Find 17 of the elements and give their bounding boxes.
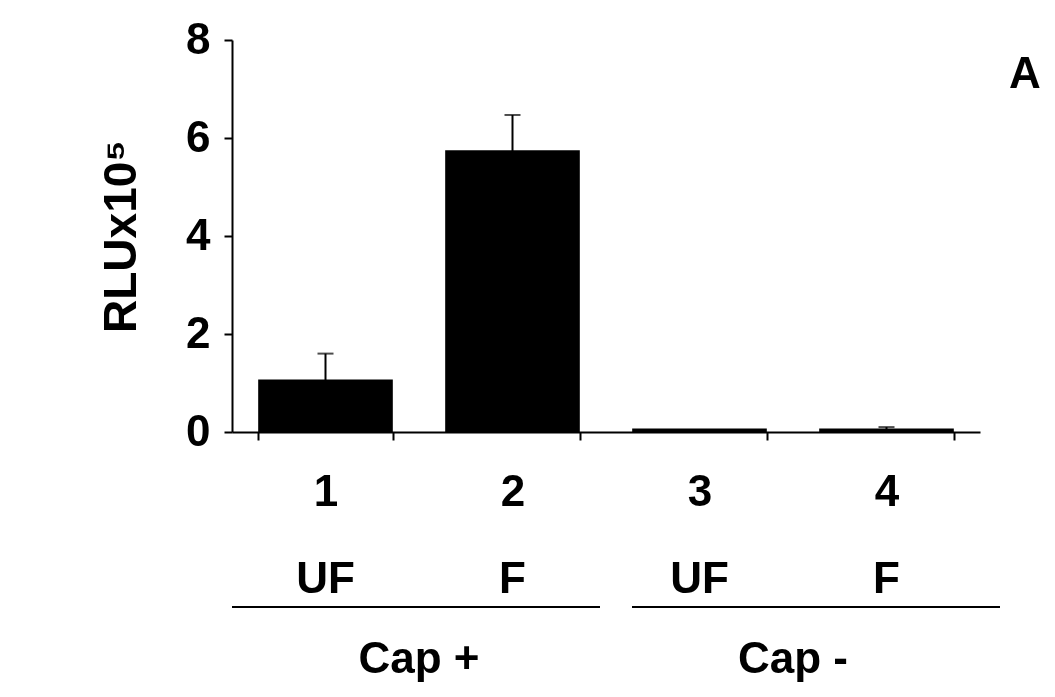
text: A: [1009, 48, 1041, 97]
y-tick-label: 2: [186, 307, 211, 357]
text: UF: [296, 553, 355, 602]
y-tick-label: 8: [186, 13, 211, 63]
text: UF: [670, 553, 729, 602]
text: F: [499, 553, 526, 602]
x-tick-label: 3: [687, 465, 713, 515]
x-tick-label: 2: [500, 465, 526, 515]
y-axis-title: RLUx10⁵: [94, 140, 147, 333]
y-tick-label: 4: [186, 209, 212, 259]
y-tick-label: 0: [186, 405, 211, 455]
text: F: [873, 553, 900, 602]
y-tick-label: 6: [186, 111, 211, 161]
text: Cap -: [738, 633, 848, 682]
x-tick-label: 1: [313, 465, 339, 515]
x-tick-label: 4: [874, 465, 900, 515]
text: Cap +: [358, 633, 480, 682]
